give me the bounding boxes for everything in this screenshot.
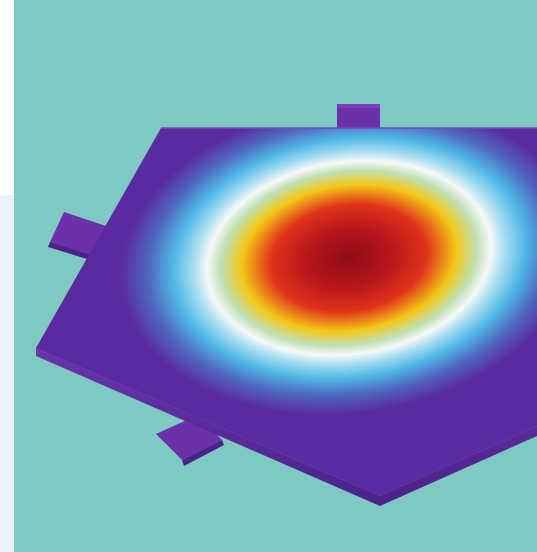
plate-surface xyxy=(36,128,537,496)
top-tab xyxy=(337,104,380,131)
left-page-strip xyxy=(0,195,14,552)
render-panel xyxy=(14,0,537,552)
heat-plate-render xyxy=(36,104,537,506)
